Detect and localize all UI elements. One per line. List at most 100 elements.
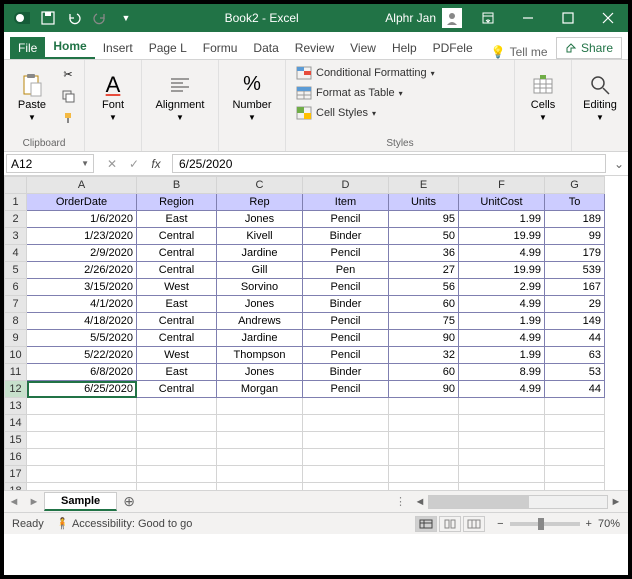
cell-B2[interactable]: East xyxy=(137,211,217,228)
cell-F10[interactable]: 1.99 xyxy=(459,347,545,364)
cell-C4[interactable]: Jardine xyxy=(217,245,303,262)
cell-E10[interactable]: 32 xyxy=(389,347,459,364)
cell-B16[interactable] xyxy=(137,449,217,466)
add-sheet-button[interactable]: ⊕ xyxy=(117,493,141,510)
spreadsheet-grid[interactable]: ABCDEFG1OrderDateRegionRepItemUnitsUnitC… xyxy=(4,176,628,490)
cell-D17[interactable] xyxy=(303,466,389,483)
cell-B13[interactable] xyxy=(137,398,217,415)
normal-view-button[interactable] xyxy=(415,516,437,532)
number-button[interactable]: %Number▼ xyxy=(225,64,279,130)
row-header-11[interactable]: 11 xyxy=(5,364,27,381)
cell-G1[interactable]: To xyxy=(545,194,605,211)
cell-A13[interactable] xyxy=(27,398,137,415)
cell-A3[interactable]: 1/23/2020 xyxy=(27,228,137,245)
cell-C12[interactable]: Morgan xyxy=(217,381,303,398)
expand-formula-bar[interactable]: ⌄ xyxy=(610,152,628,175)
cell-C15[interactable] xyxy=(217,432,303,449)
cell-F3[interactable]: 19.99 xyxy=(459,228,545,245)
tell-me[interactable]: 💡 Tell me xyxy=(491,45,548,59)
cell-A11[interactable]: 6/8/2020 xyxy=(27,364,137,381)
cell-A18[interactable] xyxy=(27,483,137,491)
cell-C8[interactable]: Andrews xyxy=(217,313,303,330)
font-button[interactable]: AFont▼ xyxy=(91,64,135,130)
zoom-thumb[interactable] xyxy=(538,518,544,530)
cell-D15[interactable] xyxy=(303,432,389,449)
cell-D12[interactable]: Pencil xyxy=(303,381,389,398)
scroll-right-icon[interactable]: ► xyxy=(608,496,624,508)
editing-button[interactable]: Editing▼ xyxy=(578,64,622,130)
column-header-F[interactable]: F xyxy=(459,177,545,194)
undo-icon[interactable] xyxy=(66,10,82,26)
cell-C5[interactable]: Gill xyxy=(217,262,303,279)
cell-E8[interactable]: 75 xyxy=(389,313,459,330)
cell-A9[interactable]: 5/5/2020 xyxy=(27,330,137,347)
row-header-16[interactable]: 16 xyxy=(5,449,27,466)
cell-E7[interactable]: 60 xyxy=(389,296,459,313)
cell-E18[interactable] xyxy=(389,483,459,491)
cell-G5[interactable]: 539 xyxy=(545,262,605,279)
cell-C2[interactable]: Jones xyxy=(217,211,303,228)
column-header-E[interactable]: E xyxy=(389,177,459,194)
column-header-C[interactable]: C xyxy=(217,177,303,194)
cell-D11[interactable]: Binder xyxy=(303,364,389,381)
cell-A5[interactable]: 2/26/2020 xyxy=(27,262,137,279)
cell-F2[interactable]: 1.99 xyxy=(459,211,545,228)
cell-A16[interactable] xyxy=(27,449,137,466)
sheet-nav-next[interactable]: ► xyxy=(24,496,44,508)
cell-F11[interactable]: 8.99 xyxy=(459,364,545,381)
cell-A6[interactable]: 3/15/2020 xyxy=(27,279,137,296)
paste-button[interactable]: Paste ▼ xyxy=(10,64,54,130)
accessibility-status[interactable]: 🧍 Accessibility: Good to go xyxy=(56,517,193,530)
column-header-G[interactable]: G xyxy=(545,177,605,194)
cell-B14[interactable] xyxy=(137,415,217,432)
cell-B15[interactable] xyxy=(137,432,217,449)
cell-G3[interactable]: 99 xyxy=(545,228,605,245)
row-header-6[interactable]: 6 xyxy=(5,279,27,296)
cell-D7[interactable]: Binder xyxy=(303,296,389,313)
scroll-track[interactable] xyxy=(428,495,608,509)
cell-A1[interactable]: OrderDate xyxy=(27,194,137,211)
row-header-12[interactable]: 12 xyxy=(5,381,27,398)
cell-E16[interactable] xyxy=(389,449,459,466)
cell-A15[interactable] xyxy=(27,432,137,449)
redo-icon[interactable] xyxy=(92,10,108,26)
cell-E2[interactable]: 95 xyxy=(389,211,459,228)
cell-B10[interactable]: West xyxy=(137,347,217,364)
zoom-out-button[interactable]: − xyxy=(497,518,503,530)
tab-data[interactable]: Data xyxy=(245,37,286,59)
cell-B3[interactable]: Central xyxy=(137,228,217,245)
cell-C1[interactable]: Rep xyxy=(217,194,303,211)
cell-G6[interactable]: 167 xyxy=(545,279,605,296)
tab-home[interactable]: Home xyxy=(45,35,94,59)
sheet-nav-prev[interactable]: ◄ xyxy=(4,496,24,508)
cell-E3[interactable]: 50 xyxy=(389,228,459,245)
cell-D4[interactable]: Pencil xyxy=(303,245,389,262)
page-break-view-button[interactable] xyxy=(463,516,485,532)
cell-C17[interactable] xyxy=(217,466,303,483)
cell-B18[interactable] xyxy=(137,483,217,491)
cell-F6[interactable]: 2.99 xyxy=(459,279,545,296)
cell-A8[interactable]: 4/18/2020 xyxy=(27,313,137,330)
cell-E12[interactable]: 90 xyxy=(389,381,459,398)
cell-G14[interactable] xyxy=(545,415,605,432)
cell-G7[interactable]: 29 xyxy=(545,296,605,313)
column-header-A[interactable]: A xyxy=(27,177,137,194)
cell-D18[interactable] xyxy=(303,483,389,491)
cell-B5[interactable]: Central xyxy=(137,262,217,279)
cell-F4[interactable]: 4.99 xyxy=(459,245,545,262)
column-header-B[interactable]: B xyxy=(137,177,217,194)
row-header-10[interactable]: 10 xyxy=(5,347,27,364)
cell-F7[interactable]: 4.99 xyxy=(459,296,545,313)
zoom-in-button[interactable]: + xyxy=(586,518,592,530)
cell-G2[interactable]: 189 xyxy=(545,211,605,228)
tab-scroll-split[interactable]: ⋮ xyxy=(389,495,412,508)
tab-insert[interactable]: Insert xyxy=(95,37,141,59)
share-button[interactable]: Share xyxy=(556,37,622,59)
cell-G4[interactable]: 179 xyxy=(545,245,605,262)
row-header-2[interactable]: 2 xyxy=(5,211,27,228)
cell-B11[interactable]: East xyxy=(137,364,217,381)
cell-D8[interactable]: Pencil xyxy=(303,313,389,330)
cell-D9[interactable]: Pencil xyxy=(303,330,389,347)
cell-E15[interactable] xyxy=(389,432,459,449)
cell-E1[interactable]: Units xyxy=(389,194,459,211)
